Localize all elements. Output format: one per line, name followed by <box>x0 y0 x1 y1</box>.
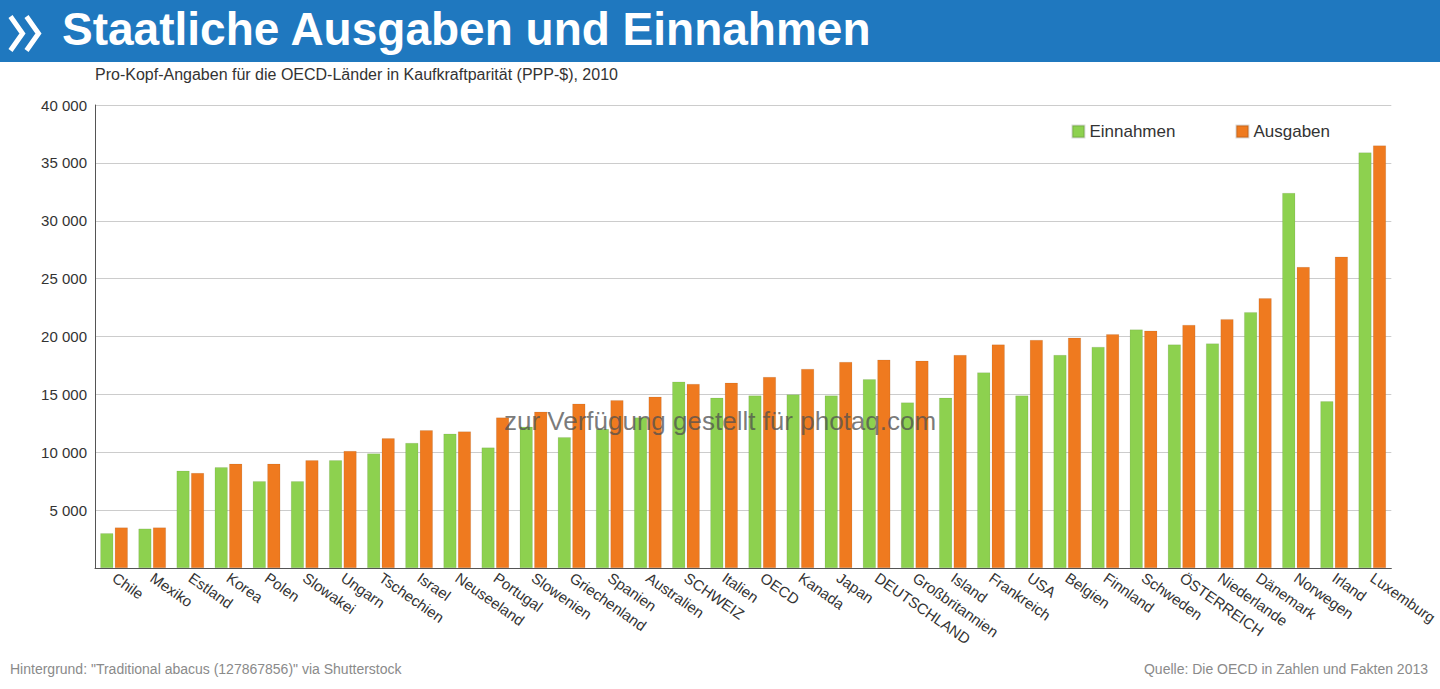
svg-text:25 000: 25 000 <box>41 270 87 287</box>
svg-text:SCHWEIZ: SCHWEIZ <box>681 569 748 623</box>
svg-text:Finnland: Finnland <box>1100 569 1158 616</box>
svg-text:Australien: Australien <box>643 569 708 622</box>
svg-text:30 000: 30 000 <box>41 212 87 229</box>
svg-text:Slowakei: Slowakei <box>299 569 359 618</box>
svg-text:ÖSTERREICH: ÖSTERREICH <box>1176 569 1267 640</box>
svg-text:Ungarn: Ungarn <box>337 569 388 612</box>
svg-text:Italien: Italien <box>719 569 762 606</box>
svg-text:DEUTSCHLAND: DEUTSCHLAND <box>871 569 974 648</box>
svg-text:Staatliche Ausgaben und Einnah: Staatliche Ausgaben und Einnahmen <box>62 3 871 55</box>
svg-text:Ausgaben: Ausgaben <box>1253 122 1330 141</box>
svg-text:Polen: Polen <box>262 569 303 605</box>
svg-text:10 000: 10 000 <box>41 444 87 461</box>
svg-text:Spanien: Spanien <box>604 569 660 615</box>
svg-text:Luxemburg: Luxemburg <box>1367 569 1438 626</box>
svg-text:Irland: Irland <box>1329 569 1369 604</box>
svg-text:Israel: Israel <box>414 569 454 604</box>
svg-text:Dänemark: Dänemark <box>1253 569 1320 623</box>
svg-text:15 000: 15 000 <box>41 386 87 403</box>
svg-text:Mexiko: Mexiko <box>147 569 196 610</box>
svg-text:Slowenien: Slowenien <box>528 569 595 623</box>
svg-text:Hintergrund: "Traditional abac: Hintergrund: "Traditional abacus (127867… <box>10 661 403 677</box>
svg-text:Korea: Korea <box>224 569 267 606</box>
svg-text:35 000: 35 000 <box>41 154 87 171</box>
svg-text:Estland: Estland <box>185 569 237 612</box>
svg-text:Japan: Japan <box>834 569 877 606</box>
svg-text:Island: Island <box>948 569 991 606</box>
svg-text:zur Verfügung gestellt für pho: zur Verfügung gestellt für photaq.com <box>504 406 936 436</box>
svg-text:Frankreich: Frankreich <box>986 569 1054 624</box>
svg-text:5 000: 5 000 <box>49 502 87 519</box>
svg-text:Quelle: Die OECD in Zahlen und: Quelle: Die OECD in Zahlen und Fakten 20… <box>1144 661 1428 677</box>
svg-text:Griechenland: Griechenland <box>566 569 650 635</box>
svg-text:Pro-Kopf-Angaben für die OECD-: Pro-Kopf-Angaben für die OECD-Länder in … <box>95 66 618 83</box>
svg-text:Kanada: Kanada <box>795 569 848 613</box>
svg-text:Neuseeland: Neuseeland <box>452 569 528 629</box>
svg-text:Chile: Chile <box>109 569 147 603</box>
svg-text:Niederlande: Niederlande <box>1214 569 1291 630</box>
svg-text:USA: USA <box>1024 569 1059 601</box>
svg-text:Norwegen: Norwegen <box>1291 569 1357 623</box>
svg-text:Großbritannien: Großbritannien <box>909 569 1002 641</box>
svg-text:40 000: 40 000 <box>41 97 87 114</box>
svg-text:Belgien: Belgien <box>1062 569 1114 612</box>
svg-text:Tschechien: Tschechien <box>376 569 448 626</box>
svg-text:20 000: 20 000 <box>41 328 87 345</box>
svg-text:Schweden: Schweden <box>1138 569 1206 624</box>
svg-text:Einnahmen: Einnahmen <box>1089 122 1175 141</box>
svg-text:OECD: OECD <box>757 569 802 608</box>
svg-text:Portugal: Portugal <box>490 569 546 615</box>
